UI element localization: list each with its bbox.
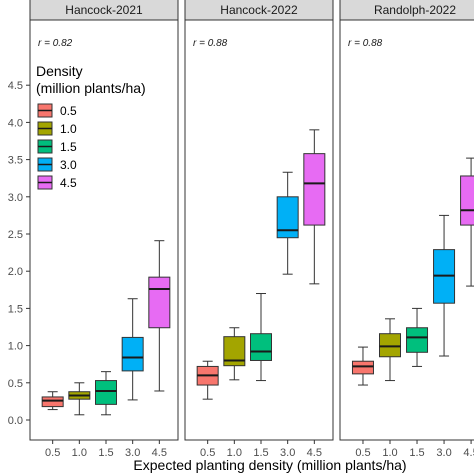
y-tick-label: 0.0 bbox=[8, 415, 23, 427]
box-3.0 bbox=[433, 214, 456, 357]
x-tick-label: 1.0 bbox=[227, 447, 242, 459]
y-axis: 0.0 0.5 1.0 1.5 2.0 2.5 3.0 3.5 4.0 4.5 bbox=[8, 80, 30, 427]
iqr-box bbox=[250, 333, 272, 361]
iqr-box bbox=[276, 196, 299, 239]
x-tick-label: 1.5 bbox=[253, 447, 268, 459]
x-tick-label: 4.5 bbox=[463, 447, 474, 459]
panel-frame bbox=[29, 19, 179, 441]
x-tick-label: 1.5 bbox=[98, 447, 113, 459]
iqr-box bbox=[223, 336, 246, 367]
y-tick-label: 4.5 bbox=[8, 80, 23, 92]
x-tick-label: 4.5 bbox=[152, 447, 167, 459]
panels-layer: 0.00.51.01.52.02.53.03.54.04.5Hancock-20… bbox=[8, 0, 474, 459]
legend: Density(million plants/ha) 0.5 1.0 1.5 3.0 4.… bbox=[36, 63, 146, 190]
y-tick-label: 1.0 bbox=[8, 341, 23, 353]
panel-frame bbox=[184, 19, 334, 441]
iqr-box bbox=[406, 327, 429, 353]
legend-label: 4.5 bbox=[60, 176, 77, 190]
panel-hancock-2022: Hancock-2022 r = 0.88 0.5 1.0 1.5 3.0 4.5 bbox=[184, 0, 334, 459]
legend-label: 3.0 bbox=[60, 158, 77, 172]
iqr-box bbox=[148, 276, 171, 329]
x-tick-label: 1.0 bbox=[72, 447, 87, 459]
legend-item-1.5: 1.5 bbox=[37, 139, 77, 154]
y-tick-label: 3.0 bbox=[8, 192, 23, 204]
x-tick-label: 0.5 bbox=[200, 447, 215, 459]
box-4.5 bbox=[148, 240, 171, 392]
box-1.0 bbox=[379, 318, 401, 382]
y-tick-label: 4.0 bbox=[8, 117, 23, 129]
x-axis-title: Expected planting density (million plant… bbox=[133, 457, 406, 473]
correlation-annotation: r = 0.88 bbox=[348, 38, 383, 49]
iqr-box bbox=[121, 336, 144, 372]
facet-strip-label: Hancock-2022 bbox=[220, 3, 298, 17]
box-0.5 bbox=[351, 346, 374, 386]
box-4.5 bbox=[303, 129, 326, 285]
x-tick-label: 0.5 bbox=[45, 447, 60, 459]
legend-item-0.5: 0.5 bbox=[37, 103, 77, 118]
iqr-box bbox=[41, 396, 64, 408]
legend-title-line: (million plants/ha) bbox=[36, 80, 146, 96]
correlation-annotation: r = 0.88 bbox=[193, 38, 228, 49]
x-tick-label: 3.0 bbox=[125, 447, 140, 459]
legend-item-1.0: 1.0 bbox=[37, 121, 77, 136]
y-tick-label: 0.5 bbox=[8, 378, 23, 390]
iqr-box bbox=[379, 333, 401, 358]
y-tick-label: 2.0 bbox=[8, 266, 23, 278]
x-tick-label: 3.0 bbox=[436, 447, 451, 459]
box-1.5 bbox=[406, 307, 429, 367]
box-0.5 bbox=[196, 360, 219, 400]
box-1.0 bbox=[68, 382, 91, 416]
legend-label: 1.0 bbox=[60, 122, 77, 136]
x-tick-label: 3.0 bbox=[280, 447, 295, 459]
panel-frame bbox=[339, 19, 474, 441]
x-tick-label: 1.0 bbox=[382, 447, 397, 459]
y-tick-label: 1.5 bbox=[8, 303, 23, 315]
panel-randolph-2022: Randolph-2022 r = 0.88 0.5 1.0 1.5 3.0 4.5 bbox=[339, 0, 474, 459]
box-1.5 bbox=[250, 293, 272, 382]
legend-title-line: Density bbox=[36, 63, 83, 79]
iqr-box bbox=[95, 380, 117, 405]
y-tick-label: 3.5 bbox=[8, 155, 23, 167]
box-3.0 bbox=[121, 298, 144, 401]
box-1.0 bbox=[223, 327, 246, 381]
legend-item-4.5: 4.5 bbox=[37, 175, 77, 190]
box-4.5 bbox=[460, 157, 474, 287]
iqr-box bbox=[303, 153, 326, 226]
box-1.5 bbox=[95, 371, 117, 416]
facet-strip-label: Randolph-2022 bbox=[374, 3, 456, 17]
legend-label: 1.5 bbox=[60, 140, 77, 154]
iqr-box bbox=[351, 360, 374, 375]
x-tick-label: 0.5 bbox=[355, 447, 370, 459]
legend-label: 0.5 bbox=[60, 104, 77, 118]
panel-hancock-2021: Hancock-2021 r = 0.82 0.5 1.0 1.5 3.0 4.5 bbox=[29, 0, 179, 459]
legend-item-3.0: 3.0 bbox=[37, 157, 77, 172]
x-tick-label: 1.5 bbox=[409, 447, 424, 459]
box-0.5 bbox=[41, 391, 64, 411]
iqr-box bbox=[460, 175, 474, 226]
y-tick-label: 2.5 bbox=[8, 229, 23, 241]
facet-strip-label: Hancock-2021 bbox=[65, 3, 143, 17]
correlation-annotation: r = 0.82 bbox=[38, 38, 73, 49]
box-3.0 bbox=[276, 171, 299, 275]
x-tick-label: 4.5 bbox=[307, 447, 322, 459]
